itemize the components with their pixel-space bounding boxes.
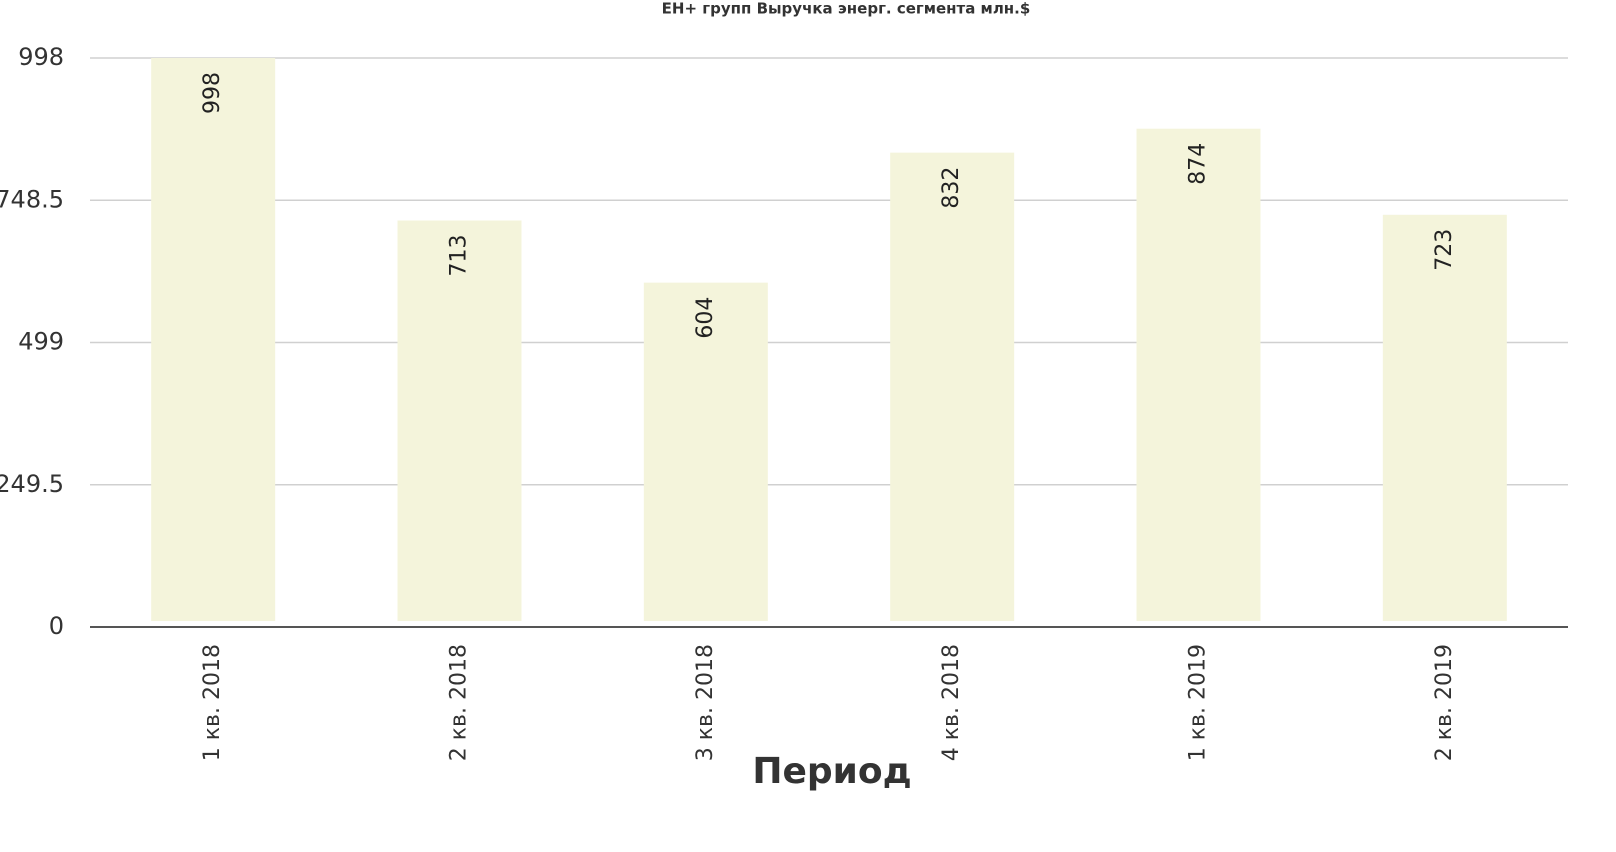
data-label: 723 — [1432, 229, 1457, 271]
x-axis-label: Период — [752, 751, 911, 792]
bar — [1136, 128, 1261, 621]
chart-title: ЕН+ групп Выручка энерг. сегмента млн.$ — [662, 0, 1031, 18]
x-tick-label: 2 кв. 2019 — [1432, 644, 1457, 761]
x-tick-label: 3 кв. 2018 — [693, 644, 718, 761]
data-label: 874 — [1186, 143, 1211, 185]
bar — [643, 282, 768, 621]
bar — [397, 220, 522, 621]
y-tick-label: 0 — [49, 612, 64, 640]
x-tick-label: 4 кв. 2018 — [939, 644, 964, 761]
bar — [1382, 214, 1507, 621]
bar — [151, 58, 276, 621]
y-tick-label: 249.5 — [0, 470, 64, 498]
data-label: 998 — [200, 72, 225, 114]
x-tick-label: 2 кв. 2018 — [447, 644, 472, 761]
bar — [890, 152, 1015, 621]
y-tick-label: 748.5 — [0, 185, 64, 213]
x-tick-label: 1 кв. 2018 — [200, 644, 225, 761]
data-label: 713 — [447, 234, 472, 276]
data-label: 604 — [693, 297, 718, 339]
x-tick-label: 1 кв. 2019 — [1186, 644, 1211, 761]
y-tick-label: 499 — [18, 328, 64, 356]
y-tick-label: 998 — [18, 43, 64, 71]
data-label: 832 — [939, 167, 964, 209]
